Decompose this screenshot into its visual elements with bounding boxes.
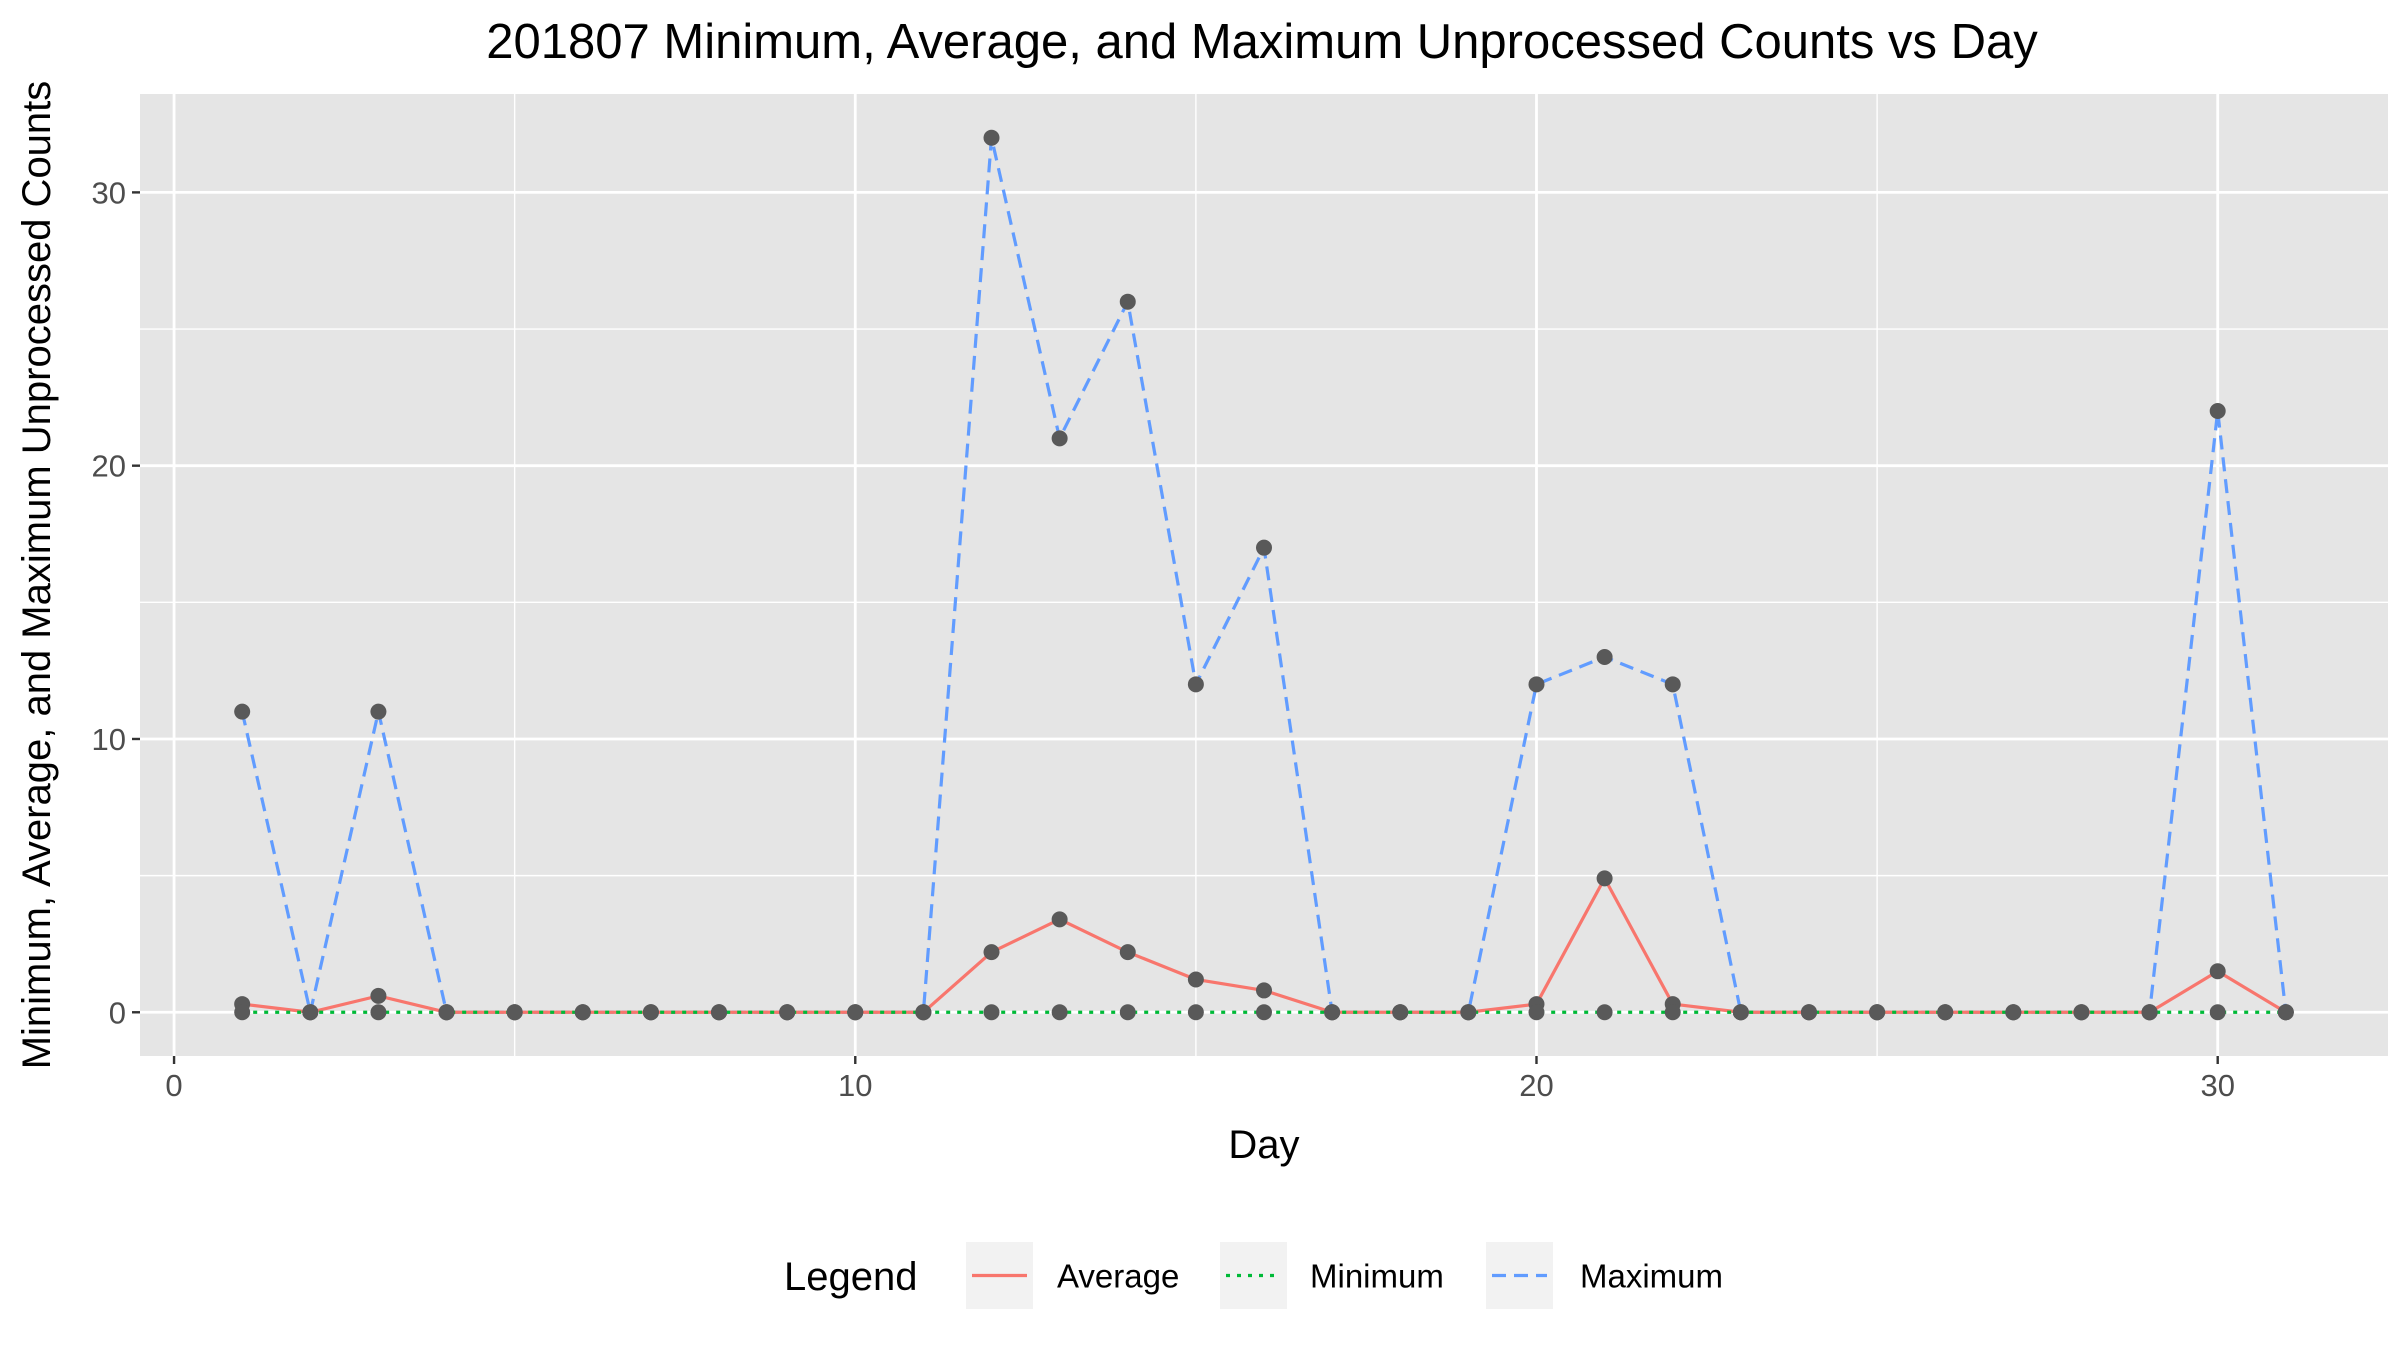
x-axis-title: Day bbox=[1228, 1123, 1299, 1167]
data-point-minimum bbox=[1596, 1004, 1613, 1021]
data-point-maximum bbox=[1324, 1004, 1341, 1021]
data-point-maximum bbox=[983, 129, 1000, 146]
data-point-maximum bbox=[1460, 1004, 1477, 1021]
chart-title: 201807 Minimum, Average, and Maximum Unp… bbox=[486, 15, 2038, 69]
data-point-maximum bbox=[506, 1004, 523, 1021]
data-point-maximum bbox=[2209, 403, 2226, 420]
data-point-minimum bbox=[1256, 1004, 1272, 1021]
data-point-minimum bbox=[234, 1004, 251, 1021]
grid-lines bbox=[140, 94, 2388, 1056]
data-point-maximum bbox=[574, 1004, 591, 1021]
legend-label-minimum: Minimum bbox=[1310, 1258, 1444, 1295]
y-tick-label: 0 bbox=[109, 995, 126, 1030]
data-point-average bbox=[983, 944, 1000, 961]
legend: Legend Average Minimum Maximum bbox=[784, 1242, 1723, 1309]
data-point-average bbox=[1256, 982, 1272, 999]
data-point-maximum bbox=[1256, 539, 1272, 556]
data-point-maximum bbox=[1664, 676, 1681, 693]
data-point-maximum bbox=[847, 1004, 864, 1021]
data-point-maximum bbox=[234, 703, 251, 720]
plot-panel bbox=[140, 94, 2388, 1056]
data-point-maximum bbox=[2005, 1004, 2022, 1021]
data-point-average bbox=[370, 987, 387, 1004]
data-points bbox=[234, 129, 2294, 1021]
y-axis-title: Minimum, Average, and Maximum Unprocesse… bbox=[15, 81, 59, 1070]
data-point-average bbox=[1187, 971, 1204, 988]
data-point-maximum bbox=[711, 1004, 728, 1021]
data-point-maximum bbox=[1732, 1004, 1749, 1021]
data-point-maximum bbox=[1800, 1004, 1817, 1021]
data-point-maximum bbox=[2277, 1004, 2294, 1021]
data-point-maximum bbox=[438, 1004, 455, 1021]
data-point-average bbox=[2209, 963, 2226, 980]
legend-key-minimum bbox=[1220, 1242, 1287, 1309]
axes: 0 10 20 30 0 10 20 30 bbox=[92, 175, 2235, 1103]
data-point-minimum bbox=[2209, 1004, 2226, 1021]
data-point-maximum bbox=[1596, 648, 1613, 665]
data-point-maximum bbox=[2141, 1004, 2158, 1021]
y-tick-label: 20 bbox=[92, 449, 126, 484]
legend-label-maximum: Maximum bbox=[1580, 1258, 1723, 1295]
data-point-minimum bbox=[370, 1004, 387, 1021]
data-point-minimum bbox=[1528, 1004, 1545, 1021]
data-point-maximum bbox=[915, 1004, 932, 1021]
data-point-average bbox=[1119, 944, 1136, 961]
data-point-maximum bbox=[1392, 1004, 1409, 1021]
data-point-maximum bbox=[1187, 676, 1204, 693]
y-tick-label: 10 bbox=[92, 722, 126, 757]
data-point-maximum bbox=[779, 1004, 796, 1021]
data-point-maximum bbox=[1528, 676, 1545, 693]
data-point-maximum bbox=[302, 1004, 319, 1021]
data-point-maximum bbox=[1119, 293, 1136, 310]
data-point-maximum bbox=[370, 703, 387, 720]
x-tick-label: 0 bbox=[165, 1068, 182, 1103]
data-point-average bbox=[1051, 911, 1068, 928]
data-point-minimum bbox=[1051, 1004, 1068, 1021]
x-tick-label: 30 bbox=[2200, 1068, 2234, 1103]
x-tick-label: 10 bbox=[838, 1068, 872, 1103]
data-point-minimum bbox=[1119, 1004, 1136, 1021]
data-point-maximum bbox=[1869, 1004, 1886, 1021]
data-point-maximum bbox=[1937, 1004, 1954, 1021]
data-point-maximum bbox=[2073, 1004, 2090, 1021]
data-point-maximum bbox=[642, 1004, 659, 1021]
data-point-minimum bbox=[1187, 1004, 1204, 1021]
x-tick-label: 20 bbox=[1519, 1068, 1553, 1103]
data-point-maximum bbox=[1051, 430, 1068, 447]
legend-label-average: Average bbox=[1057, 1258, 1179, 1295]
data-point-average bbox=[1596, 870, 1613, 887]
data-point-minimum bbox=[983, 1004, 1000, 1021]
y-tick-label: 30 bbox=[92, 175, 126, 210]
data-point-minimum bbox=[1664, 1004, 1681, 1021]
legend-title: Legend bbox=[784, 1255, 917, 1299]
